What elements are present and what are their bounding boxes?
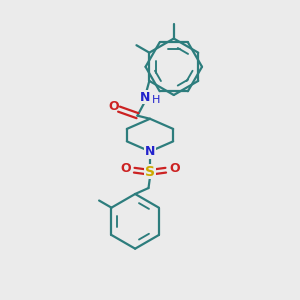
Text: H: H xyxy=(152,95,160,105)
Text: N: N xyxy=(145,145,155,158)
Text: S: S xyxy=(145,165,155,179)
Text: O: O xyxy=(169,162,180,175)
Text: O: O xyxy=(108,100,119,113)
Text: O: O xyxy=(120,162,130,175)
Text: N: N xyxy=(140,91,150,104)
